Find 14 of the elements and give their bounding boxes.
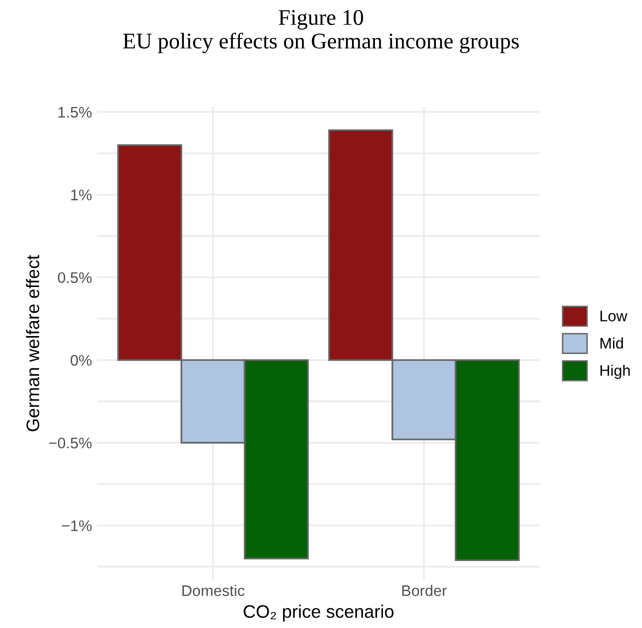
y-tick-label: 1.5%: [58, 106, 92, 118]
y-tick-label: −1%: [62, 520, 92, 532]
chart-title: Figure 10 EU policy effects on German income groups: [123, 10, 519, 54]
legend-label: High: [600, 364, 630, 379]
x-tick-label: Border: [402, 584, 447, 596]
legend-label: Mid: [600, 337, 623, 349]
y-axis-title: German welfare effect: [26, 254, 40, 432]
y-tick-label: 0%: [70, 354, 92, 366]
x-tick-label: Domestic: [182, 584, 244, 596]
y-tick-label: 1%: [71, 190, 92, 200]
legend-label: Low: [600, 310, 628, 322]
y-tick-label: 0.5%: [58, 272, 92, 284]
x-axis-title: CO₂ price scenario: [244, 604, 394, 622]
y-tick-label: −0.5%: [49, 438, 92, 448]
